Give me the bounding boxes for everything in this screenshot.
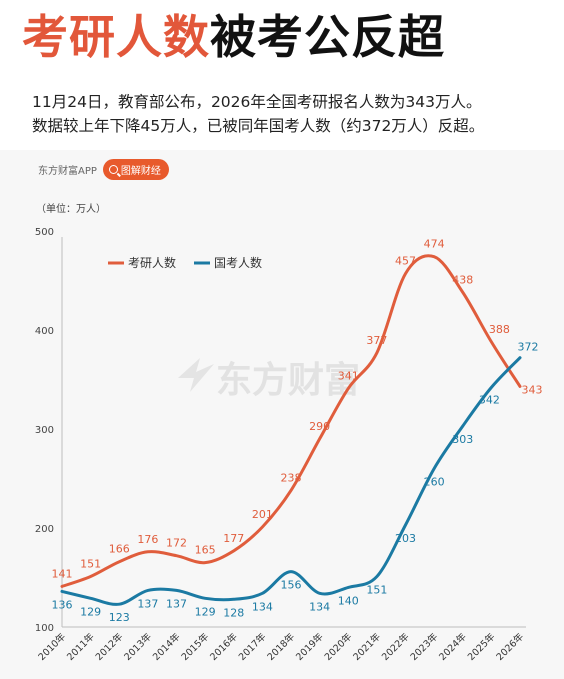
- data-label: 377: [366, 334, 387, 347]
- subtitle-line-2: 数据较上年下降45万人，已被同年国考人数（约372万人）反超。: [32, 117, 485, 135]
- x-tick-label: 2012年: [93, 630, 126, 663]
- data-label: 203: [395, 532, 416, 545]
- brand-pill: 图解财经: [102, 159, 169, 180]
- x-tick-label: 2017年: [236, 630, 269, 663]
- x-tick-label: 2010年: [36, 630, 69, 663]
- data-label: 438: [452, 273, 473, 286]
- data-label: 201: [252, 508, 273, 521]
- data-label: 136: [52, 598, 73, 611]
- data-label: 238: [281, 471, 302, 484]
- data-label: 260: [424, 476, 445, 489]
- y-axis: 100 200 300 400 500: [35, 227, 63, 634]
- data-label: 388: [489, 323, 510, 336]
- subtitle-line-1: 11月24日，教育部公布，2026年全国考研报名人数为343万人。: [32, 93, 482, 111]
- data-label: 137: [166, 597, 187, 610]
- x-tick-label: 2020年: [322, 630, 355, 663]
- x-tick-label: 2022年: [379, 630, 412, 663]
- x-tick-label: 2011年: [64, 630, 97, 663]
- data-label: 129: [195, 605, 216, 618]
- title-highlight: 考研人数: [22, 10, 210, 64]
- x-tick-label: 2024年: [437, 630, 470, 663]
- data-label: 123: [109, 611, 130, 624]
- data-label: 176: [137, 533, 158, 546]
- data-label: 341: [338, 369, 359, 382]
- data-label: 172: [166, 537, 187, 550]
- x-tick-label: 2023年: [408, 630, 441, 663]
- data-label: 134: [309, 600, 330, 613]
- data-label: 372: [518, 341, 539, 354]
- watermark: 东方财富: [178, 358, 360, 401]
- data-label: 342: [479, 393, 500, 406]
- search-icon: [108, 165, 118, 174]
- series-line: [60, 254, 522, 588]
- data-label: 151: [80, 558, 101, 571]
- x-tick-label: 2016年: [208, 630, 241, 663]
- watermark-logo-icon: [178, 358, 214, 392]
- data-label: 129: [80, 605, 101, 618]
- x-tick-label: 2026年: [494, 630, 527, 663]
- x-tick-label: 2019年: [293, 630, 326, 663]
- series-line: [60, 356, 522, 606]
- watermark-text: 东方财富: [216, 359, 360, 401]
- brand-pill-label: 图解财经: [120, 166, 161, 177]
- x-tick-label: 2013年: [122, 630, 155, 663]
- legend: 考研人数 国考人数: [108, 255, 262, 270]
- data-label: 166: [109, 543, 130, 556]
- unit-label: （单位：万人）: [36, 202, 106, 215]
- title-rest: 被考公反超: [210, 10, 445, 64]
- y-tick-label: 100: [35, 623, 54, 634]
- x-tick-label: 2015年: [179, 630, 212, 663]
- x-tick-label: 2021年: [351, 630, 384, 663]
- data-label: 128: [223, 606, 244, 619]
- x-axis: 2010年2011年2012年2013年2014年2015年2016年2017年…: [36, 626, 527, 663]
- x-tick-label: 2018年: [265, 630, 298, 663]
- data-label: 134: [252, 600, 273, 613]
- data-label: 290: [309, 420, 330, 433]
- data-label: 474: [424, 238, 445, 251]
- x-tick-label: 2025年: [465, 630, 498, 663]
- data-label: 156: [281, 579, 302, 592]
- series-kaoyan: 141 151 166 176 172 165 177 201 238 290 341 377 457 4…: [52, 238, 543, 588]
- legend-label: 考研人数: [128, 255, 176, 270]
- data-label: 151: [366, 584, 387, 597]
- x-tick-label: 2014年: [150, 630, 183, 663]
- series-guokao: 136 129 123 137 137 129 128 134 156 134 140 151 203 2…: [52, 341, 539, 625]
- data-label: 343: [522, 383, 543, 396]
- data-label: 140: [338, 594, 359, 607]
- series-group: 141 151 166 176 172 165 177 201 238 290 341 377 457 4…: [52, 238, 543, 624]
- brand-app-name: 东方财富APP: [38, 166, 97, 177]
- data-label: 457: [395, 255, 416, 268]
- y-tick-label: 400: [35, 326, 54, 337]
- legend-label: 国考人数: [214, 255, 262, 270]
- subtitle: 11月24日，教育部公布，2026年全国考研报名人数为343万人。 数据较上年下…: [32, 90, 484, 138]
- y-tick-label: 300: [35, 425, 54, 436]
- data-label: 303: [452, 433, 473, 446]
- data-label: 137: [137, 597, 158, 610]
- data-label: 177: [223, 532, 244, 545]
- y-tick-label: 500: [35, 227, 54, 238]
- data-label: 165: [195, 544, 216, 557]
- y-tick-label: 200: [35, 524, 54, 535]
- brand-row: 东方财富APP 图解财经: [38, 159, 169, 180]
- data-label: 141: [52, 567, 73, 580]
- page-title: 考研人数被考公反超: [22, 6, 445, 68]
